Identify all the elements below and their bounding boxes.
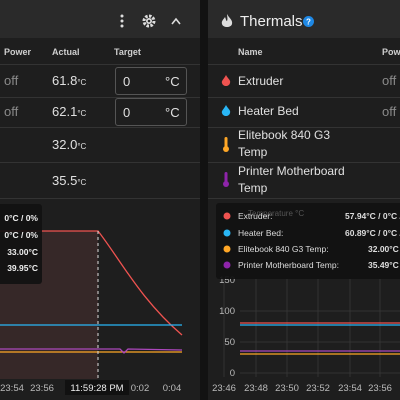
value: 32.0 — [52, 137, 78, 152]
sensor-name: Printer Motherboard Temp — [238, 164, 345, 195]
unit: °C — [77, 78, 87, 87]
temperature-chart: 150 100 50 0 Temperature °C Extruder: 57… — [212, 203, 400, 394]
legend-dot — [223, 229, 231, 237]
legend-dot — [223, 261, 231, 269]
x-tick-label: 0:04 — [163, 383, 182, 394]
x-tick-label: 23:46 — [212, 383, 236, 394]
separator — [0, 97, 200, 98]
panel-title: Thermals — [240, 13, 303, 30]
legend-dot — [223, 212, 231, 220]
tooltip-name: Elitebook 840 G3 Temp: — [238, 244, 329, 254]
menu-icon[interactable] — [120, 14, 124, 28]
value: 35.5 — [52, 173, 78, 188]
actual-temp: 62.1°C — [52, 104, 86, 119]
right-panel: Thermals ? Name Powe Extruder off Heater… — [208, 0, 400, 400]
cursor-label: 11:59:28 PM — [70, 383, 123, 394]
separator — [0, 127, 200, 128]
tooltip-title: Temperature °C — [248, 209, 304, 218]
x-tick-label: 23:50 — [275, 383, 299, 394]
unit: °C — [77, 109, 87, 118]
target-unit: °C — [165, 74, 180, 89]
header-icons — [120, 14, 181, 28]
separator — [208, 162, 400, 163]
power: off — [4, 104, 19, 119]
actual-temp: 32.0°C — [52, 137, 86, 152]
separator — [208, 97, 400, 98]
x-tick-label: 23:54 — [338, 383, 362, 394]
target-value: 0 — [123, 105, 131, 120]
tooltip-text: 0°C / 0% — [4, 230, 38, 240]
tooltip — [216, 203, 400, 279]
separator — [0, 64, 200, 65]
x-tick-label: 23:48 — [244, 383, 268, 394]
actual-temp: 61.8°C — [52, 73, 86, 88]
board-line — [0, 348, 183, 354]
temperature-chart: 0°C / 0% 0°C / 0% 33.00°C 39.95°C 23:54 … — [0, 204, 183, 395]
y-tick-label: 0 — [230, 368, 235, 379]
tooltip-value: 60.89°C / 0°C / 0% — [345, 228, 400, 238]
unit: °C — [77, 178, 87, 187]
x-tick-label: 23:54 — [0, 383, 24, 394]
unit: °C — [77, 142, 87, 151]
collapse-icon[interactable] — [171, 17, 181, 25]
heater-name: Heater Bed — [238, 104, 299, 118]
tooltip-name: Printer Motherboard Temp: — [238, 260, 339, 270]
tooltip-text: 39.95°C — [7, 263, 38, 273]
target-input[interactable] — [115, 67, 187, 95]
value: 61.8 — [52, 73, 78, 88]
tooltip-value: 57.94°C / 0°C / 0% — [345, 211, 400, 221]
cursor-label-bg — [65, 380, 129, 395]
x-tick-label: 23:56 — [30, 383, 54, 394]
separator — [0, 162, 200, 163]
panel-header — [0, 0, 200, 38]
target-input[interactable] — [115, 98, 187, 126]
separator — [208, 64, 400, 65]
thermometer-icon — [223, 172, 229, 187]
tooltip-value: 32.00°C — [368, 244, 399, 254]
col-header: Actual — [52, 47, 80, 57]
target-value: 0 — [123, 74, 131, 89]
tooltip-name: Extruder: — [238, 211, 273, 221]
col-header: Target — [114, 47, 141, 57]
separator — [208, 127, 400, 128]
fire-icon — [221, 14, 233, 27]
target-unit: °C — [165, 105, 180, 120]
y-tick-label: 100 — [219, 306, 235, 317]
actual-temp: 35.5°C — [52, 173, 86, 188]
legend-dot — [223, 245, 231, 253]
thermometer-icon — [223, 137, 229, 152]
value: 62.1 — [52, 104, 78, 119]
power: off — [4, 73, 19, 88]
help-icon[interactable]: ? — [303, 16, 314, 27]
separator — [208, 198, 400, 199]
separator — [0, 198, 200, 199]
tooltip-name: Heater Bed: — [238, 228, 283, 238]
svg-text:?: ? — [306, 18, 311, 27]
tooltip-value: 35.49°C — [368, 260, 399, 270]
extruder-icon — [221, 75, 231, 86]
sensor-name: Elitebook 840 G3 Temp — [238, 128, 331, 159]
tooltip-text: 33.00°C — [7, 247, 38, 257]
y-tick-label: 50 — [224, 337, 235, 348]
settings-icon[interactable] — [142, 14, 156, 28]
tooltip-text: 0°C / 0% — [4, 213, 38, 223]
x-tick-label: 0:02 — [131, 383, 150, 394]
col-header: Power — [4, 47, 32, 57]
x-tick-label: 23:52 — [306, 383, 330, 394]
power: off — [382, 73, 397, 88]
left-panel: Power Actual Target off 61.8°C 0 °C off … — [0, 0, 200, 400]
col-header: Name — [238, 47, 263, 57]
y-tick-label: 150 — [219, 275, 235, 286]
heater-name: Extruder — [238, 74, 284, 88]
col-header: Powe — [382, 47, 400, 57]
bed-icon — [221, 105, 231, 116]
extruder-line — [0, 230, 183, 336]
power: off — [382, 104, 397, 119]
x-tick-label: 23:56 — [368, 383, 392, 394]
tooltip — [0, 204, 42, 284]
